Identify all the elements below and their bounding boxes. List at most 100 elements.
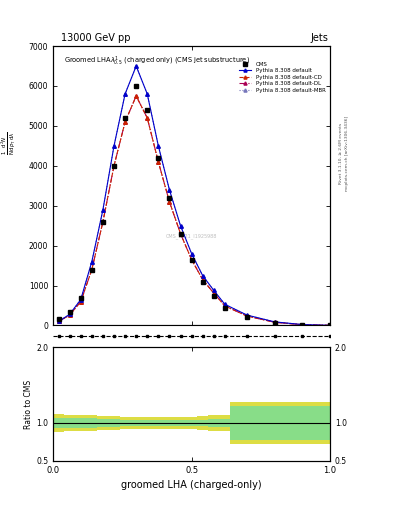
Pythia 8.308 default-CD: [272, 319, 277, 325]
CMS: [167, 195, 172, 201]
Pythia 8.308 default-DL: [79, 298, 83, 305]
Pythia 8.308 default-MBR: [222, 301, 227, 307]
Pythia 8.308 default: [123, 91, 127, 97]
CMS: [156, 155, 161, 161]
CMS: [90, 267, 94, 273]
Pythia 8.308 default-DL: [134, 93, 139, 99]
Pythia 8.308 default-CD: [101, 219, 105, 225]
Pythia 8.308 default-DL: [123, 119, 127, 125]
Pythia 8.308 default: [101, 207, 105, 213]
Pythia 8.308 default-DL: [112, 163, 116, 169]
Pythia 8.308 default: [189, 250, 194, 257]
Pythia 8.308 default: [328, 322, 332, 328]
Text: Jets: Jets: [310, 33, 328, 44]
Pythia 8.308 default-MBR: [123, 91, 127, 97]
Y-axis label: Ratio to CMS: Ratio to CMS: [24, 379, 33, 429]
Pythia 8.308 default-DL: [300, 322, 305, 328]
Pythia 8.308 default-DL: [90, 267, 94, 273]
Pythia 8.308 default-MBR: [328, 322, 332, 328]
CMS: [145, 107, 150, 113]
Pythia 8.308 default-MBR: [178, 223, 183, 229]
Pythia 8.308 default-MBR: [79, 296, 83, 303]
CMS: [328, 322, 332, 328]
Text: Rivet 3.1.10, ≥ 2.6M events: Rivet 3.1.10, ≥ 2.6M events: [339, 123, 343, 184]
Pythia 8.308 default: [90, 259, 94, 265]
Pythia 8.308 default-CD: [56, 318, 61, 325]
Pythia 8.308 default-MBR: [211, 287, 216, 293]
Pythia 8.308 default-MBR: [101, 207, 105, 213]
Pythia 8.308 default-MBR: [300, 322, 305, 328]
Pythia 8.308 default-DL: [167, 199, 172, 205]
Pythia 8.308 default-MBR: [244, 312, 250, 318]
Pythia 8.308 default-DL: [211, 290, 216, 296]
Text: Groomed LHA$\lambda^{1}_{0.5}$ (charged only) (CMS jet substructure): Groomed LHA$\lambda^{1}_{0.5}$ (charged …: [64, 54, 250, 68]
Pythia 8.308 default-CD: [156, 159, 161, 165]
Pythia 8.308 default-MBR: [156, 143, 161, 149]
CMS: [211, 292, 216, 298]
Pythia 8.308 default-DL: [244, 313, 250, 319]
CMS: [178, 230, 183, 237]
Legend: CMS, Pythia 8.308 default, Pythia 8.308 default-CD, Pythia 8.308 default-DL, Pyt: CMS, Pythia 8.308 default, Pythia 8.308 …: [237, 60, 327, 94]
Pythia 8.308 default-CD: [134, 93, 139, 99]
Pythia 8.308 default-MBR: [200, 272, 205, 279]
Pythia 8.308 default-MBR: [67, 311, 72, 317]
CMS: [134, 83, 139, 89]
Pythia 8.308 default-DL: [200, 276, 205, 283]
Pythia 8.308 default: [156, 143, 161, 149]
Pythia 8.308 default-CD: [79, 298, 83, 305]
Pythia 8.308 default: [56, 318, 61, 325]
Line: Pythia 8.308 default: Pythia 8.308 default: [57, 65, 332, 327]
Pythia 8.308 default: [178, 223, 183, 229]
Pythia 8.308 default: [211, 287, 216, 293]
Pythia 8.308 default: [244, 312, 250, 318]
CMS: [101, 219, 105, 225]
Pythia 8.308 default-CD: [112, 163, 116, 169]
Pythia 8.308 default-CD: [300, 322, 305, 328]
Pythia 8.308 default-MBR: [145, 91, 150, 97]
Pythia 8.308 default: [300, 322, 305, 328]
Text: CMS_2021_I1925988: CMS_2021_I1925988: [166, 233, 217, 239]
Pythia 8.308 default: [79, 296, 83, 303]
Pythia 8.308 default-MBR: [134, 63, 139, 69]
Pythia 8.308 default-DL: [145, 115, 150, 121]
Pythia 8.308 default: [112, 143, 116, 149]
Pythia 8.308 default-DL: [189, 257, 194, 263]
Pythia 8.308 default-DL: [156, 159, 161, 165]
Pythia 8.308 default: [134, 63, 139, 69]
CMS: [189, 257, 194, 263]
X-axis label: groomed LHA (charged-only): groomed LHA (charged-only): [121, 480, 262, 490]
Pythia 8.308 default-CD: [189, 257, 194, 263]
Pythia 8.308 default: [272, 319, 277, 325]
CMS: [300, 322, 305, 328]
Line: CMS: CMS: [57, 84, 332, 327]
Pythia 8.308 default-CD: [145, 115, 150, 121]
Pythia 8.308 default-CD: [200, 276, 205, 283]
Pythia 8.308 default-CD: [328, 322, 332, 328]
Pythia 8.308 default-CD: [244, 313, 250, 319]
Pythia 8.308 default-CD: [178, 230, 183, 237]
Pythia 8.308 default-DL: [272, 319, 277, 325]
Pythia 8.308 default: [145, 91, 150, 97]
Pythia 8.308 default-CD: [90, 267, 94, 273]
CMS: [244, 314, 250, 321]
CMS: [272, 319, 277, 326]
Text: mcplots.cern.ch [arXiv:1306.3436]: mcplots.cern.ch [arXiv:1306.3436]: [345, 116, 349, 191]
Pythia 8.308 default-DL: [101, 219, 105, 225]
Pythia 8.308 default-DL: [56, 318, 61, 325]
CMS: [222, 305, 227, 311]
Pythia 8.308 default-CD: [211, 290, 216, 296]
Pythia 8.308 default-DL: [328, 322, 332, 328]
Text: 13000 GeV pp: 13000 GeV pp: [61, 33, 130, 44]
Pythia 8.308 default: [200, 272, 205, 279]
Pythia 8.308 default: [167, 187, 172, 193]
CMS: [112, 163, 116, 169]
Line: Pythia 8.308 default-DL: Pythia 8.308 default-DL: [57, 94, 332, 327]
Pythia 8.308 default-DL: [222, 303, 227, 309]
Pythia 8.308 default-CD: [123, 119, 127, 125]
Line: Pythia 8.308 default-MBR: Pythia 8.308 default-MBR: [57, 65, 332, 327]
Line: Pythia 8.308 default-CD: Pythia 8.308 default-CD: [57, 94, 332, 327]
Pythia 8.308 default-DL: [67, 312, 72, 318]
Pythia 8.308 default-MBR: [167, 187, 172, 193]
Pythia 8.308 default-MBR: [189, 250, 194, 257]
Pythia 8.308 default: [67, 311, 72, 317]
